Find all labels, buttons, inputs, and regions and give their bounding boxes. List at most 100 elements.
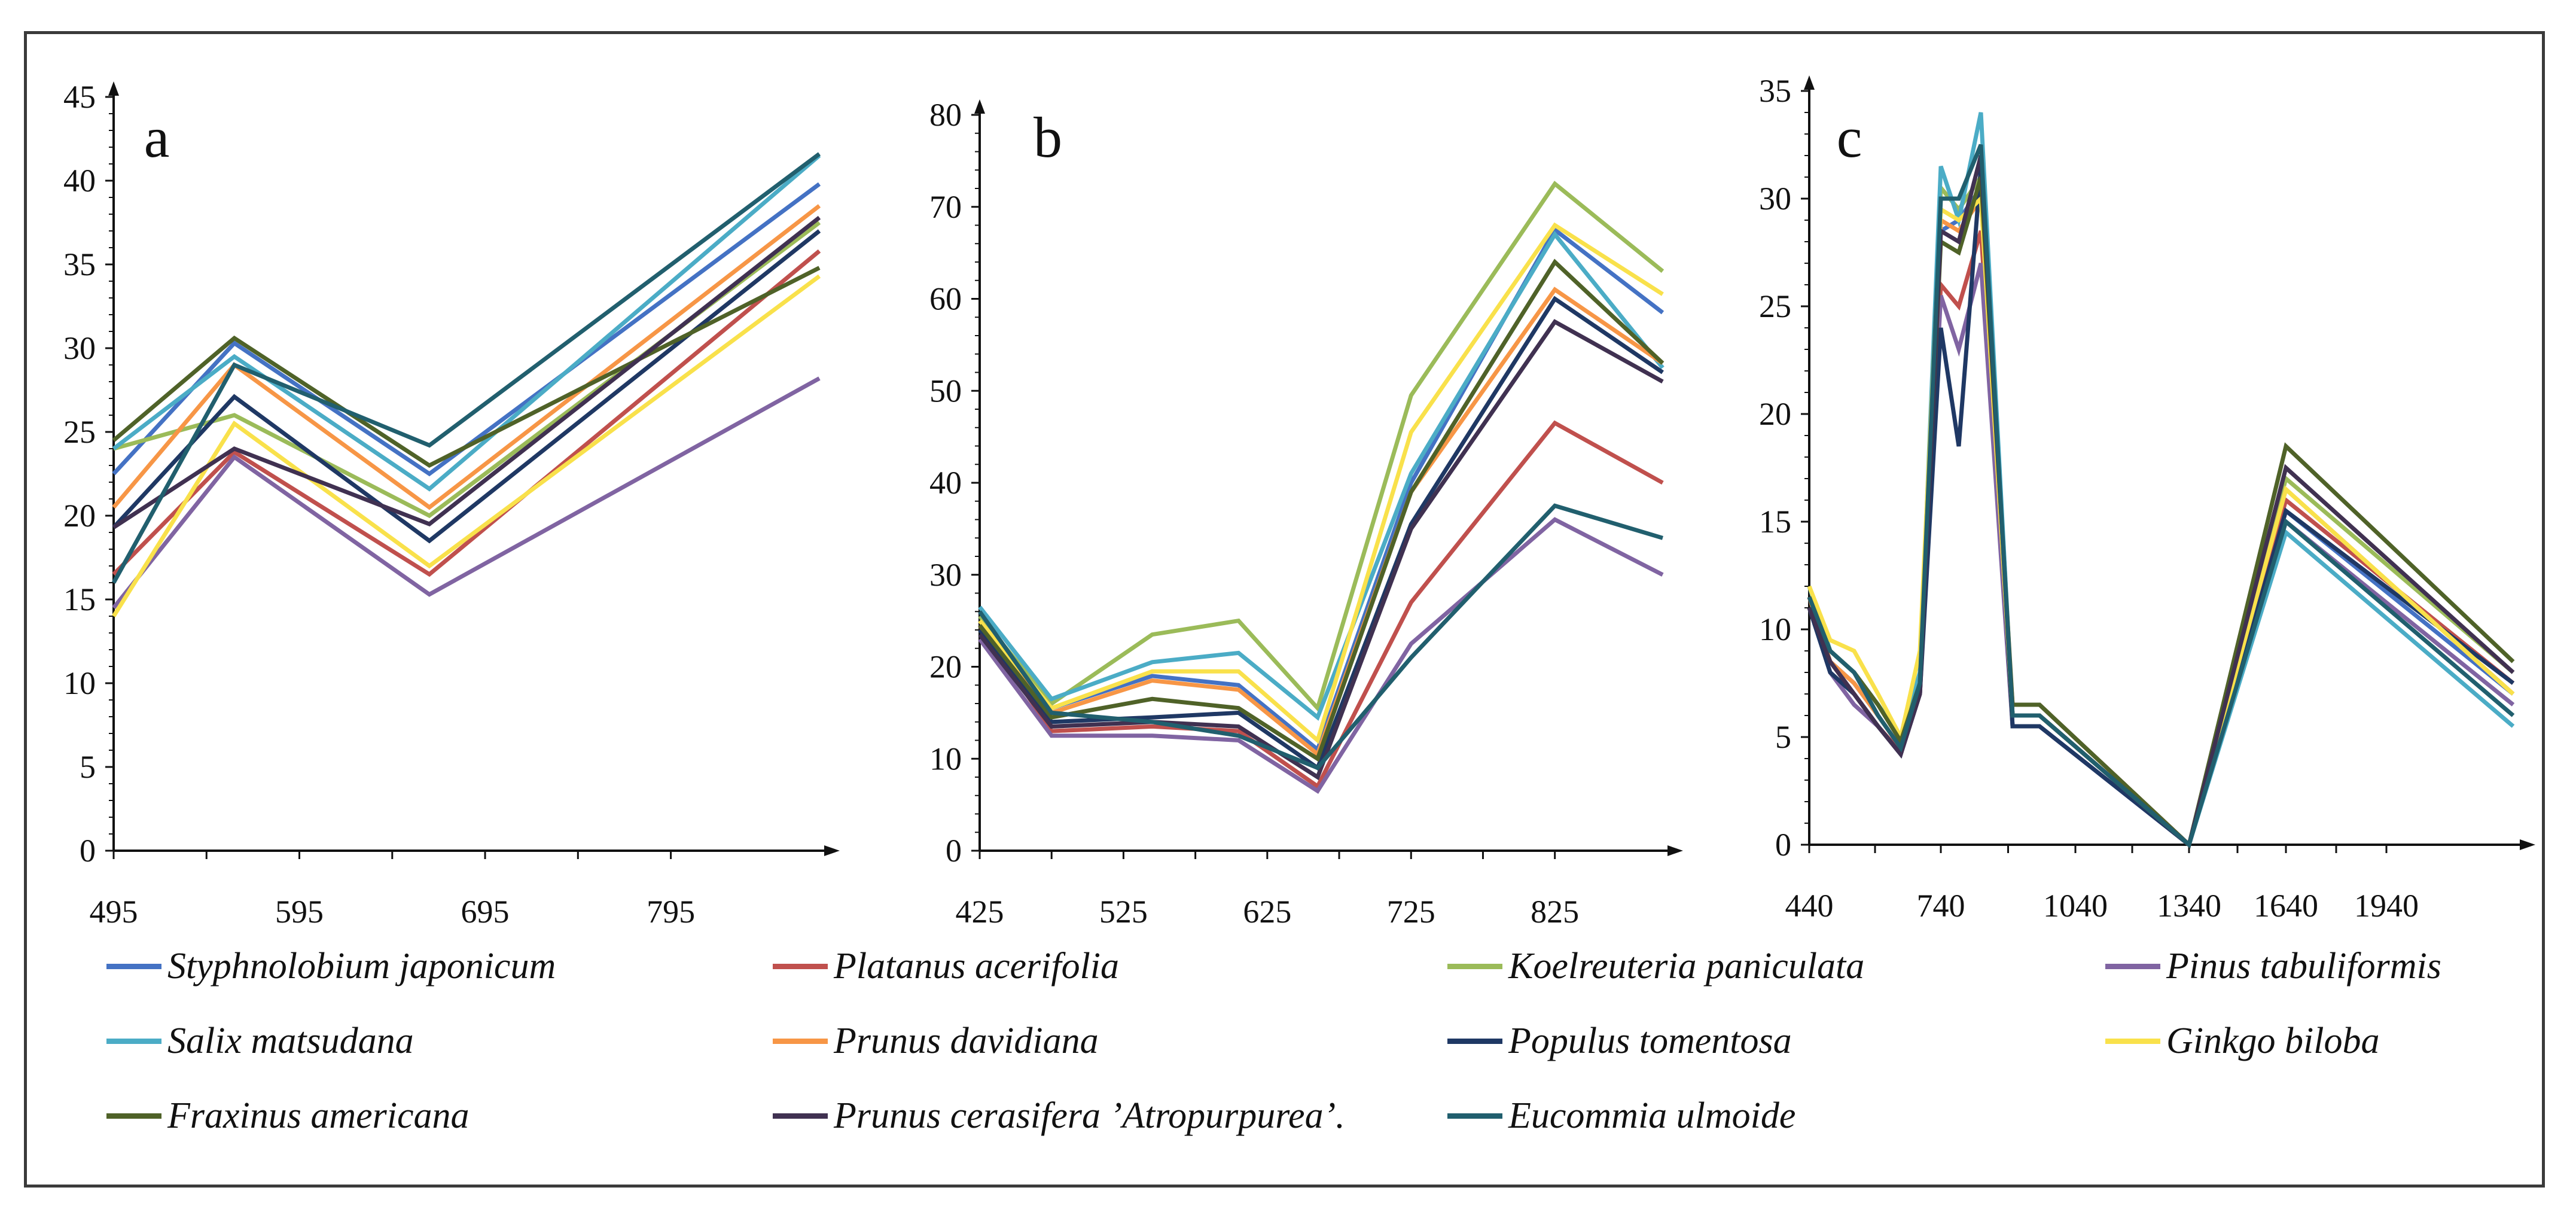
series-line-fraxinus-americana [112, 266, 821, 468]
x-tick-label: 725 [1387, 894, 1435, 930]
legend-label: Styphnolobium japonicum [167, 945, 556, 987]
y-tick-label: 20 [929, 649, 962, 685]
y-axis-arrow [974, 99, 985, 114]
series-line-eucommia-ulmoide [1807, 144, 2515, 849]
y-tick-label: 30 [929, 557, 962, 593]
y-tick-label: 30 [63, 330, 96, 366]
legend-swatch [1447, 1113, 1502, 1119]
legend-item: Styphnolobium japonicum [106, 933, 556, 999]
series-line-ginkgo-biloba [112, 274, 821, 617]
legend-label: Ginkgo biloba [2166, 1020, 2380, 1061]
series-line-pinus-tabuliformis [1807, 263, 2515, 848]
legend-label: Salix matsudana [167, 1020, 414, 1061]
y-tick-label: 10 [929, 741, 962, 777]
y-tick-label: 15 [63, 581, 96, 617]
x-tick-label: 795 [647, 894, 695, 930]
legend-label: Pinus tabuliformis [2166, 945, 2441, 987]
y-tick-label: 80 [929, 97, 962, 133]
series-line-eucommia-ulmoide [111, 152, 821, 584]
series-line-eucommia-ulmoide [978, 503, 1664, 771]
legend-item: Pinus tabuliformis [2105, 933, 2441, 999]
y-tick-label: 0 [1775, 827, 1791, 863]
y-tick-label: 0 [946, 833, 962, 869]
legend-item: Platanus acerifolia [773, 933, 1119, 999]
legend-swatch [1447, 963, 1502, 969]
y-tick-label: 20 [1759, 396, 1791, 432]
legend-label: Prunus davidiana [834, 1020, 1099, 1061]
legend-label: Populus tomentosa [1508, 1020, 1792, 1061]
legend-item: Koelreuteria paniculata [1447, 933, 1864, 999]
x-axis-arrow [824, 845, 840, 856]
series-line-platanus-acerifolia [112, 249, 821, 577]
legend-swatch [2105, 963, 2160, 969]
series-line-ginkgo-biloba [1807, 194, 2515, 849]
panel-letter: c [1837, 105, 1862, 169]
legend-swatch [773, 1038, 828, 1044]
series-line-koelreuteria-paniculata [978, 181, 1665, 713]
legend-label: Prunus cerasifera ’Atropurpurea’. [834, 1095, 1345, 1136]
y-tick-label: 5 [80, 749, 96, 785]
legend-label: Fraxinus americana [167, 1095, 470, 1136]
y-axis-arrow [1804, 75, 1815, 90]
y-tick-label: 50 [929, 373, 962, 409]
x-axis-arrow [1667, 845, 1683, 856]
legend-swatch [2105, 1038, 2160, 1044]
series-line-salix-matsudana [1807, 112, 2515, 849]
series-line-prunus-davidiana [978, 287, 1664, 758]
series-line-populus-tomentosa [1807, 166, 2515, 848]
series-line-prunus-davidiana [112, 204, 821, 510]
y-tick-label: 60 [929, 281, 962, 317]
series-line-pinus-tabuliformis [978, 517, 1664, 794]
legend-label: Koelreuteria paniculata [1508, 945, 1865, 987]
series-line-populus-tomentosa [112, 229, 821, 544]
y-tick-label: 15 [1759, 504, 1791, 540]
x-tick-label: 1940 [2354, 888, 2419, 924]
legend-swatch [106, 1038, 161, 1044]
panel-letter: a [144, 105, 170, 169]
legend-label: Platanus acerifolia [834, 945, 1120, 987]
x-tick-label: 740 [1917, 888, 1965, 924]
chart-panel-b: 0 10 20 30 40 50 60 70 80 425 525 625 725 825 b [929, 97, 1683, 930]
figure-frame [24, 31, 2545, 1188]
series-line-platanus-acerifolia [1807, 230, 2515, 849]
legend-item: Prunus davidiana [773, 1008, 1099, 1074]
series-line-prunus-cerasifera-atropurpurea [1807, 155, 2515, 849]
legend-swatch [106, 1113, 161, 1119]
y-tick-label: 5 [1775, 719, 1791, 755]
series-line-populus-tomentosa [978, 296, 1664, 772]
series-line-prunus-cerasifera-atropurpurea [112, 215, 821, 529]
legend-label: Eucommia ulmoide [1508, 1095, 1796, 1136]
x-tick-label: 825 [1531, 894, 1579, 930]
series-line-ginkgo-biloba [978, 222, 1664, 744]
legend-item: Eucommia ulmoide [1447, 1083, 1795, 1149]
x-tick-label: 1640 [2254, 888, 2318, 924]
series-line-platanus-acerifolia [978, 420, 1664, 790]
series-line-koelreuteria-paniculata [1807, 170, 2515, 849]
series-line-prunus-davidiana [1807, 192, 2515, 849]
chart-panel-c: 0 5 10 15 20 25 30 35 440 740 1040 1340 1640 1940 c [1759, 73, 2535, 924]
y-tick-label: 25 [1759, 288, 1791, 324]
series-line-fraxinus-americana [1807, 176, 2515, 849]
x-tick-label: 1040 [2043, 888, 2108, 924]
y-tick-label: 40 [929, 465, 962, 501]
y-tick-label: 10 [1759, 611, 1791, 647]
legend-item: Prunus cerasifera ’Atropurpurea’. [773, 1083, 1345, 1149]
y-tick-label: 30 [1759, 181, 1791, 217]
x-tick-label: 625 [1243, 894, 1291, 930]
legend-swatch [1447, 1038, 1502, 1044]
chart-panel-a: 0 5 10 15 20 25 30 35 40 45 495 595 695 795 a [63, 79, 840, 930]
series-line-pinus-tabuliformis [112, 376, 821, 610]
x-axis-arrow [2520, 839, 2535, 850]
legend: Styphnolobium japonicum Platanus acerifol… [0, 933, 2576, 1173]
series-line-styphnolobium-japonicum [1807, 181, 2515, 848]
x-tick-label: 440 [1785, 888, 1834, 924]
legend-swatch [773, 1113, 828, 1119]
y-tick-label: 70 [929, 189, 962, 225]
y-tick-label: 20 [63, 498, 96, 534]
x-tick-label: 1340 [2157, 888, 2221, 924]
series-line-salix-matsudana [112, 154, 821, 492]
x-tick-label: 525 [1099, 894, 1148, 930]
y-tick-label: 25 [63, 414, 96, 450]
legend-item: Populus tomentosa [1447, 1008, 1792, 1074]
